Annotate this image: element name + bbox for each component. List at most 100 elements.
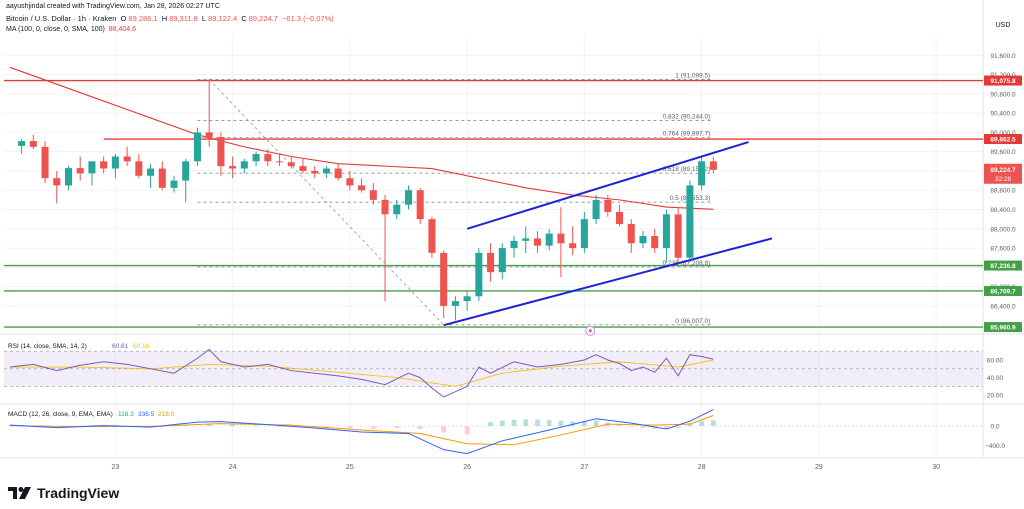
candle-body (592, 199, 600, 220)
candle-body (229, 166, 237, 169)
macd-histogram-bar (699, 421, 704, 427)
macd-histogram-bar (640, 426, 646, 428)
rsi-value: 60.61 (112, 343, 129, 350)
candle-body (41, 146, 49, 179)
candle-body (475, 252, 483, 297)
rsi-tick-label: 60.00 (987, 358, 1004, 365)
candle-body (182, 161, 190, 181)
macd-pane[interactable]: MACD (12, 26, close, 9, EMA, EMA) 118.3 33… (4, 409, 1005, 455)
ohlc-open: 89,286.1 (128, 14, 158, 23)
tradingview-brand[interactable]: TradingView (8, 485, 119, 501)
time-tick-label: 26 (463, 464, 471, 471)
macd-histogram-bar (593, 420, 599, 427)
ma-line-header: MA (100, 0, close, 0, SMA, 100) 88,404.6 (6, 26, 138, 33)
candle-body (569, 243, 577, 249)
candle-body (686, 185, 694, 258)
candle-body (287, 162, 295, 167)
candle-body (463, 296, 471, 302)
time-tick-label: 25 (346, 464, 354, 471)
candle-body (616, 211, 624, 224)
candle-body (322, 168, 330, 174)
candle-body (135, 161, 143, 176)
macd-histogram-bar (370, 426, 376, 429)
fib-level-label: 0.764 (89,897.7) (663, 130, 711, 137)
symbol-line: Bitcoin / U.S. Dollar · 1h · Kraken O 89,… (6, 14, 336, 23)
candle-body (709, 161, 717, 170)
candle-body (393, 204, 401, 215)
axes: USD86,400.086,800.087,200.087,600.088,00… (111, 22, 1022, 471)
candle-body (416, 190, 424, 220)
price-pane[interactable]: 1 (91,099.5) 0.832 (90,244.0) 0.764 (89,89… (4, 66, 983, 336)
price-tick-label: 90,000.0 (990, 130, 1016, 137)
candle-body (440, 252, 448, 306)
macd-histogram-bar (277, 426, 282, 428)
candle-body (358, 185, 366, 191)
fib-level-label: 0.832 (90,244.0) (663, 114, 711, 121)
price-tick-label: 91,600.0 (990, 53, 1016, 60)
support-level-tag-label: 87,236.8 (990, 263, 1016, 270)
fib-level-label: 1 (91,099.5) (675, 72, 710, 79)
resistance-level-tag (984, 134, 1022, 145)
rsi-line (9, 348, 714, 398)
macd-histogram-bar (617, 424, 622, 427)
macd-line (9, 409, 714, 455)
macd-histogram-bar (253, 425, 259, 427)
time-tick-label: 28 (698, 464, 706, 471)
macd-histogram-bar (230, 424, 235, 427)
candle-body (217, 137, 225, 167)
candle-body (533, 238, 541, 246)
ohlc-high-label: H (161, 14, 168, 23)
macd-histogram-bar (675, 426, 681, 429)
rsi-pane[interactable]: RSI (14, close, SMA, 14, 2) 60.61 60.16 20.… (4, 343, 1004, 400)
macd-histogram-bar (523, 419, 529, 427)
candle-body (627, 223, 635, 244)
candle-body (76, 168, 84, 174)
macd-histogram-bar (664, 426, 669, 430)
candle-body (205, 132, 213, 138)
candle-body (29, 141, 37, 147)
ma-value: 88,404.6 (108, 26, 137, 33)
candle-body (498, 248, 506, 273)
brand-name: TradingView (37, 485, 120, 501)
macd-histogram-bar (628, 426, 634, 427)
candle-body (557, 233, 565, 244)
ma-label: MA (100, 0, close, 0, SMA, 100) (6, 26, 105, 33)
candle-body (369, 190, 377, 200)
candle-body (428, 219, 436, 253)
ohlc-open-label: O (120, 14, 127, 23)
macd-tick-label: 0.0 (990, 424, 999, 431)
ohlc-low-label: L (201, 14, 207, 23)
macd-histogram-bar (511, 419, 517, 427)
fib-level-label: 0.618 (89,154.2) (663, 166, 711, 173)
fib-level-label: 0.236 (87,208.8) (663, 260, 711, 267)
symbol-name: Bitcoin / U.S. Dollar · 1h · Kraken (6, 14, 117, 23)
candle-body (311, 170, 319, 174)
last-price-value: 89,224.7 (990, 167, 1016, 174)
macd-histogram-bar (206, 423, 212, 427)
candle-body (111, 156, 119, 169)
macd-histogram-bar (558, 420, 564, 427)
rsi-ma-value: 60.16 (133, 343, 150, 350)
candle-body (100, 161, 108, 169)
tradingview-logo-icon (8, 487, 31, 499)
candle-body (451, 301, 459, 306)
time-tick-label: 30 (932, 464, 940, 471)
fib-level-label: 0 (86,007.0) (675, 318, 710, 325)
candle-body (404, 190, 413, 205)
fib-trend-line (208, 79, 444, 326)
support-level-tag (984, 260, 1022, 271)
candle-body (346, 178, 354, 186)
support-level-tag-label: 86,709.7 (990, 288, 1016, 295)
candle-body (510, 240, 518, 249)
time-tick-label: 24 (229, 464, 237, 471)
candle-body (276, 161, 284, 163)
macd-histogram-bar (546, 420, 552, 427)
support-level-tag (984, 322, 1022, 333)
price-tick-label: 89,600.0 (990, 149, 1016, 156)
ohlc-low: 89,122.4 (208, 14, 238, 23)
macd-hist-value: 118.3 (118, 411, 134, 418)
candle-body (545, 233, 553, 246)
author-line: aayushjindal created with TradingView.co… (6, 3, 220, 10)
channel-lower-line (443, 237, 773, 327)
